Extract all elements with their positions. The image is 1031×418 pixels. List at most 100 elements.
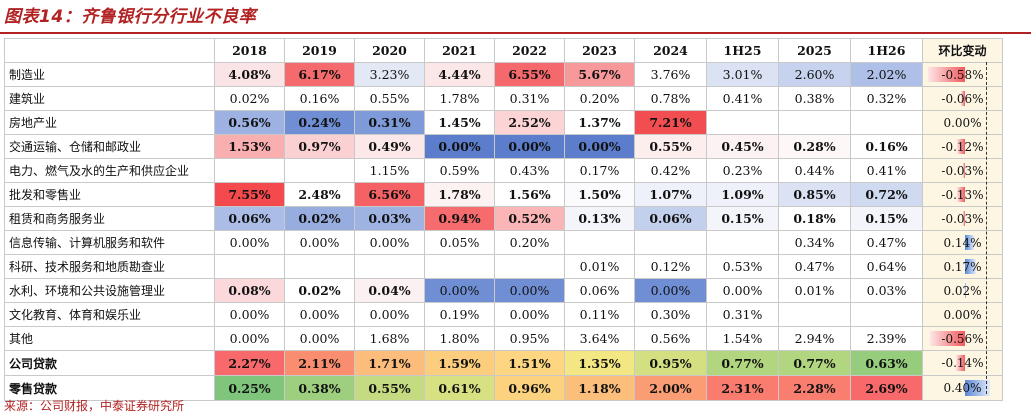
change-cell: 0.02% bbox=[922, 278, 1003, 303]
npl-cell bbox=[706, 230, 779, 255]
npl-cell: 0.31% bbox=[494, 86, 565, 111]
npl-cell: 0.47% bbox=[778, 254, 851, 279]
npl-cell: 0.28% bbox=[778, 134, 851, 159]
change-cell: -0.06% bbox=[922, 86, 1003, 111]
npl-cell: 2.31% bbox=[706, 375, 779, 401]
npl-cell: 5.67% bbox=[564, 62, 635, 87]
npl-cell: 6.17% bbox=[284, 62, 355, 87]
npl-cell: 2.39% bbox=[850, 326, 923, 351]
npl-cell: 1.53% bbox=[214, 134, 285, 159]
change-value: -0.06% bbox=[941, 91, 984, 106]
npl-cell: 1.71% bbox=[354, 350, 425, 376]
npl-cell: 0.52% bbox=[494, 206, 565, 231]
npl-cell: 3.23% bbox=[354, 62, 425, 87]
table-row: 信息传输、计算机服务和软件 0.00% 0.00% 0.00% 0.05% 0.20% 0.… bbox=[4, 230, 1003, 255]
column-header: 2021 bbox=[424, 38, 495, 63]
npl-cell: 0.11% bbox=[564, 302, 635, 327]
npl-cell: 0.94% bbox=[424, 206, 495, 231]
npl-cell: 2.94% bbox=[778, 326, 851, 351]
column-header: 2025 bbox=[778, 38, 851, 63]
npl-cell: 1.09% bbox=[706, 182, 779, 207]
npl-cell: 0.00% bbox=[564, 134, 635, 159]
row-label: 水利、环境和公共设施管理业 bbox=[4, 278, 215, 303]
npl-cell: 6.56% bbox=[354, 182, 425, 207]
npl-cell: 0.16% bbox=[284, 86, 355, 111]
change-cell: 0.00% bbox=[922, 110, 1003, 135]
change-value: 0.40% bbox=[943, 381, 982, 395]
change-value: -0.03% bbox=[941, 163, 984, 178]
change-cell: 0.17% bbox=[922, 254, 1003, 279]
npl-cell: 0.95% bbox=[494, 326, 565, 351]
npl-cell: 0.06% bbox=[214, 206, 285, 231]
npl-cell: 0.59% bbox=[424, 158, 495, 183]
npl-cell: 0.18% bbox=[778, 206, 851, 231]
npl-cell: 0.43% bbox=[494, 158, 565, 183]
npl-cell: 2.00% bbox=[634, 375, 707, 401]
row-label: 文化教育、体育和娱乐业 bbox=[4, 302, 215, 327]
npl-cell: 0.97% bbox=[284, 134, 355, 159]
npl-cell: 0.00% bbox=[284, 326, 355, 351]
npl-table: 2018 2019 2020 2021 2022 2023 2024 1H25 2025 1H26… bbox=[4, 38, 1003, 401]
npl-cell: 0.44% bbox=[778, 158, 851, 183]
npl-cell: 0.31% bbox=[706, 302, 779, 327]
npl-cell: 0.04% bbox=[354, 278, 425, 303]
npl-cell: 0.13% bbox=[564, 206, 635, 231]
negative-change-bar bbox=[957, 139, 965, 154]
npl-cell: 0.47% bbox=[850, 230, 923, 255]
change-value: 0.17% bbox=[943, 259, 982, 274]
npl-cell: 0.06% bbox=[564, 278, 635, 303]
table-row: 其他 0.00% 0.00% 1.68% 1.80% 0.95% 3.64% 0.56% 1.5… bbox=[4, 326, 1003, 351]
npl-cell: 2.27% bbox=[214, 350, 285, 376]
npl-cell: 0.77% bbox=[706, 350, 779, 376]
npl-cell bbox=[634, 230, 707, 255]
table-row: 制造业 4.08% 6.17% 3.23% 4.44% 6.55% 5.67% 3.76% 3.… bbox=[4, 62, 1003, 87]
header-corner bbox=[4, 38, 215, 63]
npl-cell: 2.11% bbox=[284, 350, 355, 376]
npl-cell: 7.21% bbox=[634, 110, 707, 135]
npl-cell: 7.55% bbox=[214, 182, 285, 207]
table-row: 电力、燃气及水的生产和供应企业 1.15% 0.59% 0.43% 0.17% 0.42%… bbox=[4, 158, 1003, 183]
npl-cell: 2.69% bbox=[850, 375, 923, 401]
change-value: -0.58% bbox=[941, 67, 984, 82]
npl-cell: 0.19% bbox=[424, 302, 495, 327]
source-note: 来源：公司财报，中泰证券研究所 bbox=[4, 399, 185, 413]
row-label: 科研、技术服务和地质勘查业 bbox=[4, 254, 215, 279]
npl-cell: 0.42% bbox=[634, 158, 707, 183]
header-row: 2018 2019 2020 2021 2022 2023 2024 1H25 2025 1H26… bbox=[4, 38, 1003, 63]
npl-cell bbox=[284, 254, 355, 279]
npl-cell: 0.00% bbox=[284, 230, 355, 255]
change-cell: 0.40% bbox=[922, 375, 1003, 401]
table-row: 批发和零售业 7.55% 2.48% 6.56% 1.78% 1.56% 1.50% 1.07… bbox=[4, 182, 1003, 207]
positive-change-bar bbox=[965, 380, 991, 396]
npl-cell: 1.59% bbox=[424, 350, 495, 376]
npl-cell: 0.41% bbox=[850, 158, 923, 183]
npl-cell: 0.15% bbox=[706, 206, 779, 231]
npl-cell: 0.02% bbox=[284, 278, 355, 303]
row-label: 建筑业 bbox=[4, 86, 215, 111]
zero-axis-line bbox=[986, 62, 987, 394]
npl-cell: 0.56% bbox=[214, 110, 285, 135]
column-header: 2018 bbox=[214, 38, 285, 63]
row-label: 零售贷款 bbox=[4, 375, 215, 401]
npl-cell: 0.20% bbox=[494, 230, 565, 255]
npl-cell bbox=[494, 254, 565, 279]
npl-cell: 0.24% bbox=[284, 110, 355, 135]
npl-cell: 0.55% bbox=[354, 86, 425, 111]
npl-cell: 0.45% bbox=[706, 134, 779, 159]
npl-cell: 0.25% bbox=[214, 375, 285, 401]
npl-cell: 2.02% bbox=[850, 62, 923, 87]
npl-cell: 1.37% bbox=[564, 110, 635, 135]
change-cell: -0.56% bbox=[922, 326, 1003, 351]
npl-cell: 0.00% bbox=[634, 278, 707, 303]
npl-cell: 0.77% bbox=[778, 350, 851, 376]
title-divider bbox=[0, 32, 1031, 34]
npl-cell bbox=[850, 302, 923, 327]
npl-cell: 0.61% bbox=[424, 375, 495, 401]
chart-title: 图表14：齐鲁银行分行业不良率 bbox=[4, 7, 257, 27]
npl-cell: 0.15% bbox=[850, 206, 923, 231]
change-value: 0.02% bbox=[943, 283, 982, 298]
negative-change-bar bbox=[956, 355, 965, 371]
npl-cell: 1.35% bbox=[564, 350, 635, 376]
npl-cell: 3.76% bbox=[634, 62, 707, 87]
change-value: 0.00% bbox=[943, 115, 982, 130]
